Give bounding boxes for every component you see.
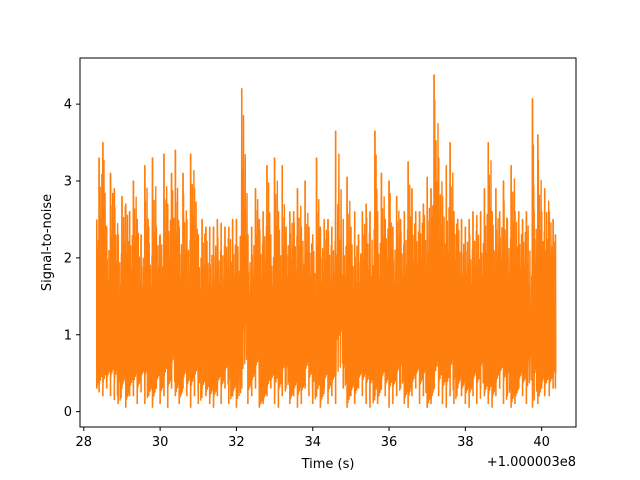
y-tick-label: 4 bbox=[64, 98, 72, 113]
x-tick-label: 28 bbox=[76, 435, 93, 450]
plot-frame bbox=[79, 57, 577, 428]
y-axis-ticks: 0 1 2 3 4 bbox=[64, 98, 80, 420]
x-tick-label: 34 bbox=[304, 435, 321, 450]
x-tick-label: 38 bbox=[457, 435, 474, 450]
y-axis-label: Signal-to-noise bbox=[40, 194, 55, 291]
x-tick-label: 36 bbox=[381, 435, 398, 450]
x-offset-label: +1.000003e8 bbox=[487, 455, 576, 470]
y-tick-label: 0 bbox=[64, 405, 72, 420]
series-layer bbox=[95, 74, 557, 408]
y-tick-label: 1 bbox=[64, 328, 72, 343]
y-tick-label: 2 bbox=[64, 251, 72, 266]
x-axis-label: Time (s) bbox=[301, 457, 355, 472]
x-tick-label: 30 bbox=[152, 435, 169, 450]
x-axis-ticks: 28 30 32 34 36 38 40 bbox=[76, 427, 550, 450]
x-tick-label: 40 bbox=[533, 435, 550, 450]
x-tick-label: 32 bbox=[228, 435, 245, 450]
y-tick-label: 3 bbox=[64, 175, 72, 190]
